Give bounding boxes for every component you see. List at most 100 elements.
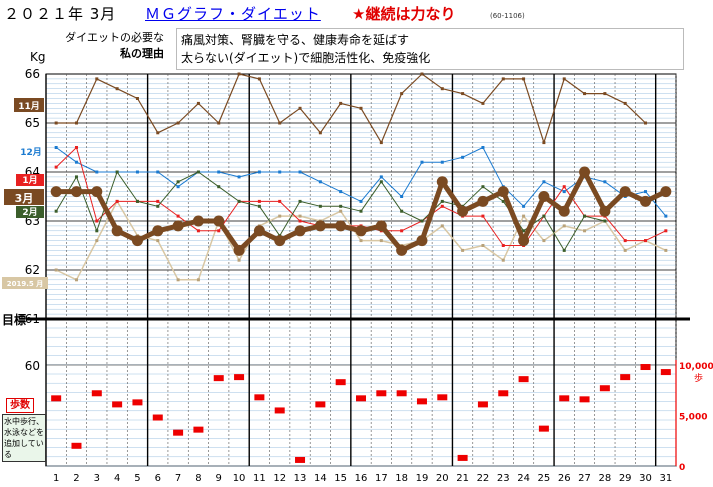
steps-tick-label: 10,000 (679, 362, 713, 372)
point-mar (579, 167, 590, 178)
x-tick-label: 20 (436, 473, 449, 484)
steps-marker (315, 401, 325, 407)
point-feb (360, 210, 363, 213)
steps-tick-label: 0 (679, 463, 685, 473)
x-tick-label: 22 (477, 473, 490, 484)
steps-marker (51, 395, 61, 401)
point-feb (177, 180, 180, 183)
x-tick-label: 19 (416, 473, 429, 484)
point-jan (441, 205, 444, 208)
point-mar (660, 186, 671, 197)
point-mar (559, 206, 570, 217)
steps-tick-label: 5,000 (679, 413, 707, 423)
x-tick-label: 24 (517, 473, 530, 484)
x-tick-label: 28 (599, 473, 612, 484)
point-nov (461, 92, 464, 95)
point-mar (498, 186, 509, 197)
point-nov (319, 131, 322, 134)
steps-marker (478, 401, 488, 407)
steps-marker (519, 376, 529, 382)
x-tick-label: 11 (253, 473, 266, 484)
point-jan (217, 229, 220, 232)
point-jan (563, 185, 566, 188)
point-feb (197, 171, 200, 174)
steps-marker (559, 395, 569, 401)
steps-marker (620, 374, 630, 380)
point-mar (335, 220, 346, 231)
point-dec (299, 171, 302, 174)
point-feb (95, 229, 98, 232)
point-may2019 (156, 239, 159, 242)
point-dec (522, 205, 525, 208)
weight-tick-label: 65 (25, 116, 40, 130)
point-nov (299, 107, 302, 110)
x-tick-label: 17 (375, 473, 388, 484)
steps-marker (275, 407, 285, 413)
x-tick-label: 5 (134, 473, 140, 484)
point-nov (55, 122, 58, 125)
point-feb (380, 180, 383, 183)
point-may2019 (563, 224, 566, 227)
weight-tick-label-goal: 61 (25, 312, 40, 326)
steps-marker (214, 375, 224, 381)
point-feb (481, 185, 484, 188)
point-jan (502, 244, 505, 247)
point-may2019 (461, 249, 464, 252)
point-mar (152, 225, 163, 236)
point-dec (136, 171, 139, 174)
steps-marker (295, 457, 305, 463)
steps-marker (112, 401, 122, 407)
point-jan (258, 200, 261, 203)
point-may2019 (95, 239, 98, 242)
point-nov (502, 77, 505, 80)
point-feb (217, 185, 220, 188)
x-tick-label: 10 (233, 473, 246, 484)
point-jan (197, 229, 200, 232)
point-dec (644, 190, 647, 193)
point-mar (254, 225, 265, 236)
steps-marker (92, 390, 102, 396)
point-jan (95, 220, 98, 223)
legend-label-jan: 1月 (22, 175, 37, 186)
steps-marker (356, 395, 366, 401)
point-mar (620, 186, 631, 197)
legend-label-dec: 12月 (20, 147, 42, 158)
point-nov (95, 77, 98, 80)
x-tick-label: 18 (395, 473, 408, 484)
x-tick-label: 27 (578, 473, 591, 484)
steps-marker (132, 399, 142, 405)
point-mar (71, 186, 82, 197)
point-feb (238, 200, 241, 203)
point-may2019 (360, 239, 363, 242)
legend-label-nov: 11月 (18, 101, 40, 112)
point-nov (481, 102, 484, 105)
point-nov (583, 92, 586, 95)
point-mar (437, 176, 448, 187)
x-tick-label: 16 (355, 473, 368, 484)
point-jan (644, 239, 647, 242)
steps-marker (234, 374, 244, 380)
point-mar (396, 245, 407, 256)
point-mar (457, 206, 468, 217)
steps-badge: 歩数 (6, 398, 34, 413)
point-may2019 (278, 215, 281, 218)
x-tick-label: 21 (456, 473, 469, 484)
steps-marker (71, 443, 81, 449)
point-feb (400, 210, 403, 213)
point-dec (95, 171, 98, 174)
point-feb (55, 210, 58, 213)
point-may2019 (177, 278, 180, 281)
point-dec (55, 146, 58, 149)
point-may2019 (75, 278, 78, 281)
steps-marker (254, 394, 264, 400)
point-feb (339, 205, 342, 208)
point-nov (603, 92, 606, 95)
x-tick-label: 25 (538, 473, 551, 484)
x-tick-label: 6 (155, 473, 161, 484)
point-jan (156, 200, 159, 203)
point-nov (644, 122, 647, 125)
point-mar (274, 235, 285, 246)
x-tick-label: 8 (195, 473, 201, 484)
point-nov (258, 77, 261, 80)
x-tick-label: 14 (314, 473, 327, 484)
